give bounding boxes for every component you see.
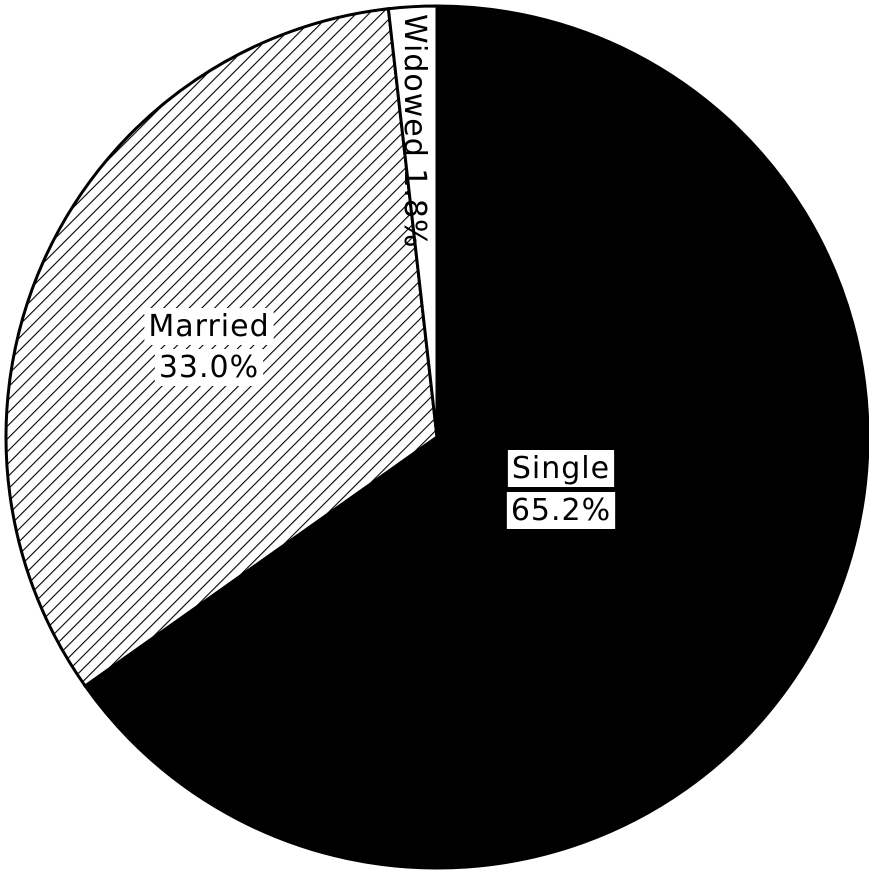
pie-slice-married [4, 7, 439, 689]
pie-labels: Single 65.2% Married 33.0% Widowed 1.8% [144, 14, 616, 529]
slice-label-married-name: Married [148, 309, 269, 344]
pie-slices [4, 4, 869, 870]
slice-label-single-name: Single [512, 451, 610, 486]
pie-slice-widowed [386, 4, 439, 438]
slice-label-single-percent: 65.2% [511, 493, 611, 528]
slice-label-married-percent-background [154, 349, 264, 386]
slice-label-widowed: Widowed 1.8% [397, 14, 432, 249]
slice-label-married-name-background [144, 308, 274, 345]
slice-label-single-name-background [507, 450, 615, 487]
slice-label-married-percent: 33.0% [159, 350, 259, 385]
slice-label-single-percent-background [506, 492, 616, 529]
pie-slice-single [83, 4, 869, 870]
